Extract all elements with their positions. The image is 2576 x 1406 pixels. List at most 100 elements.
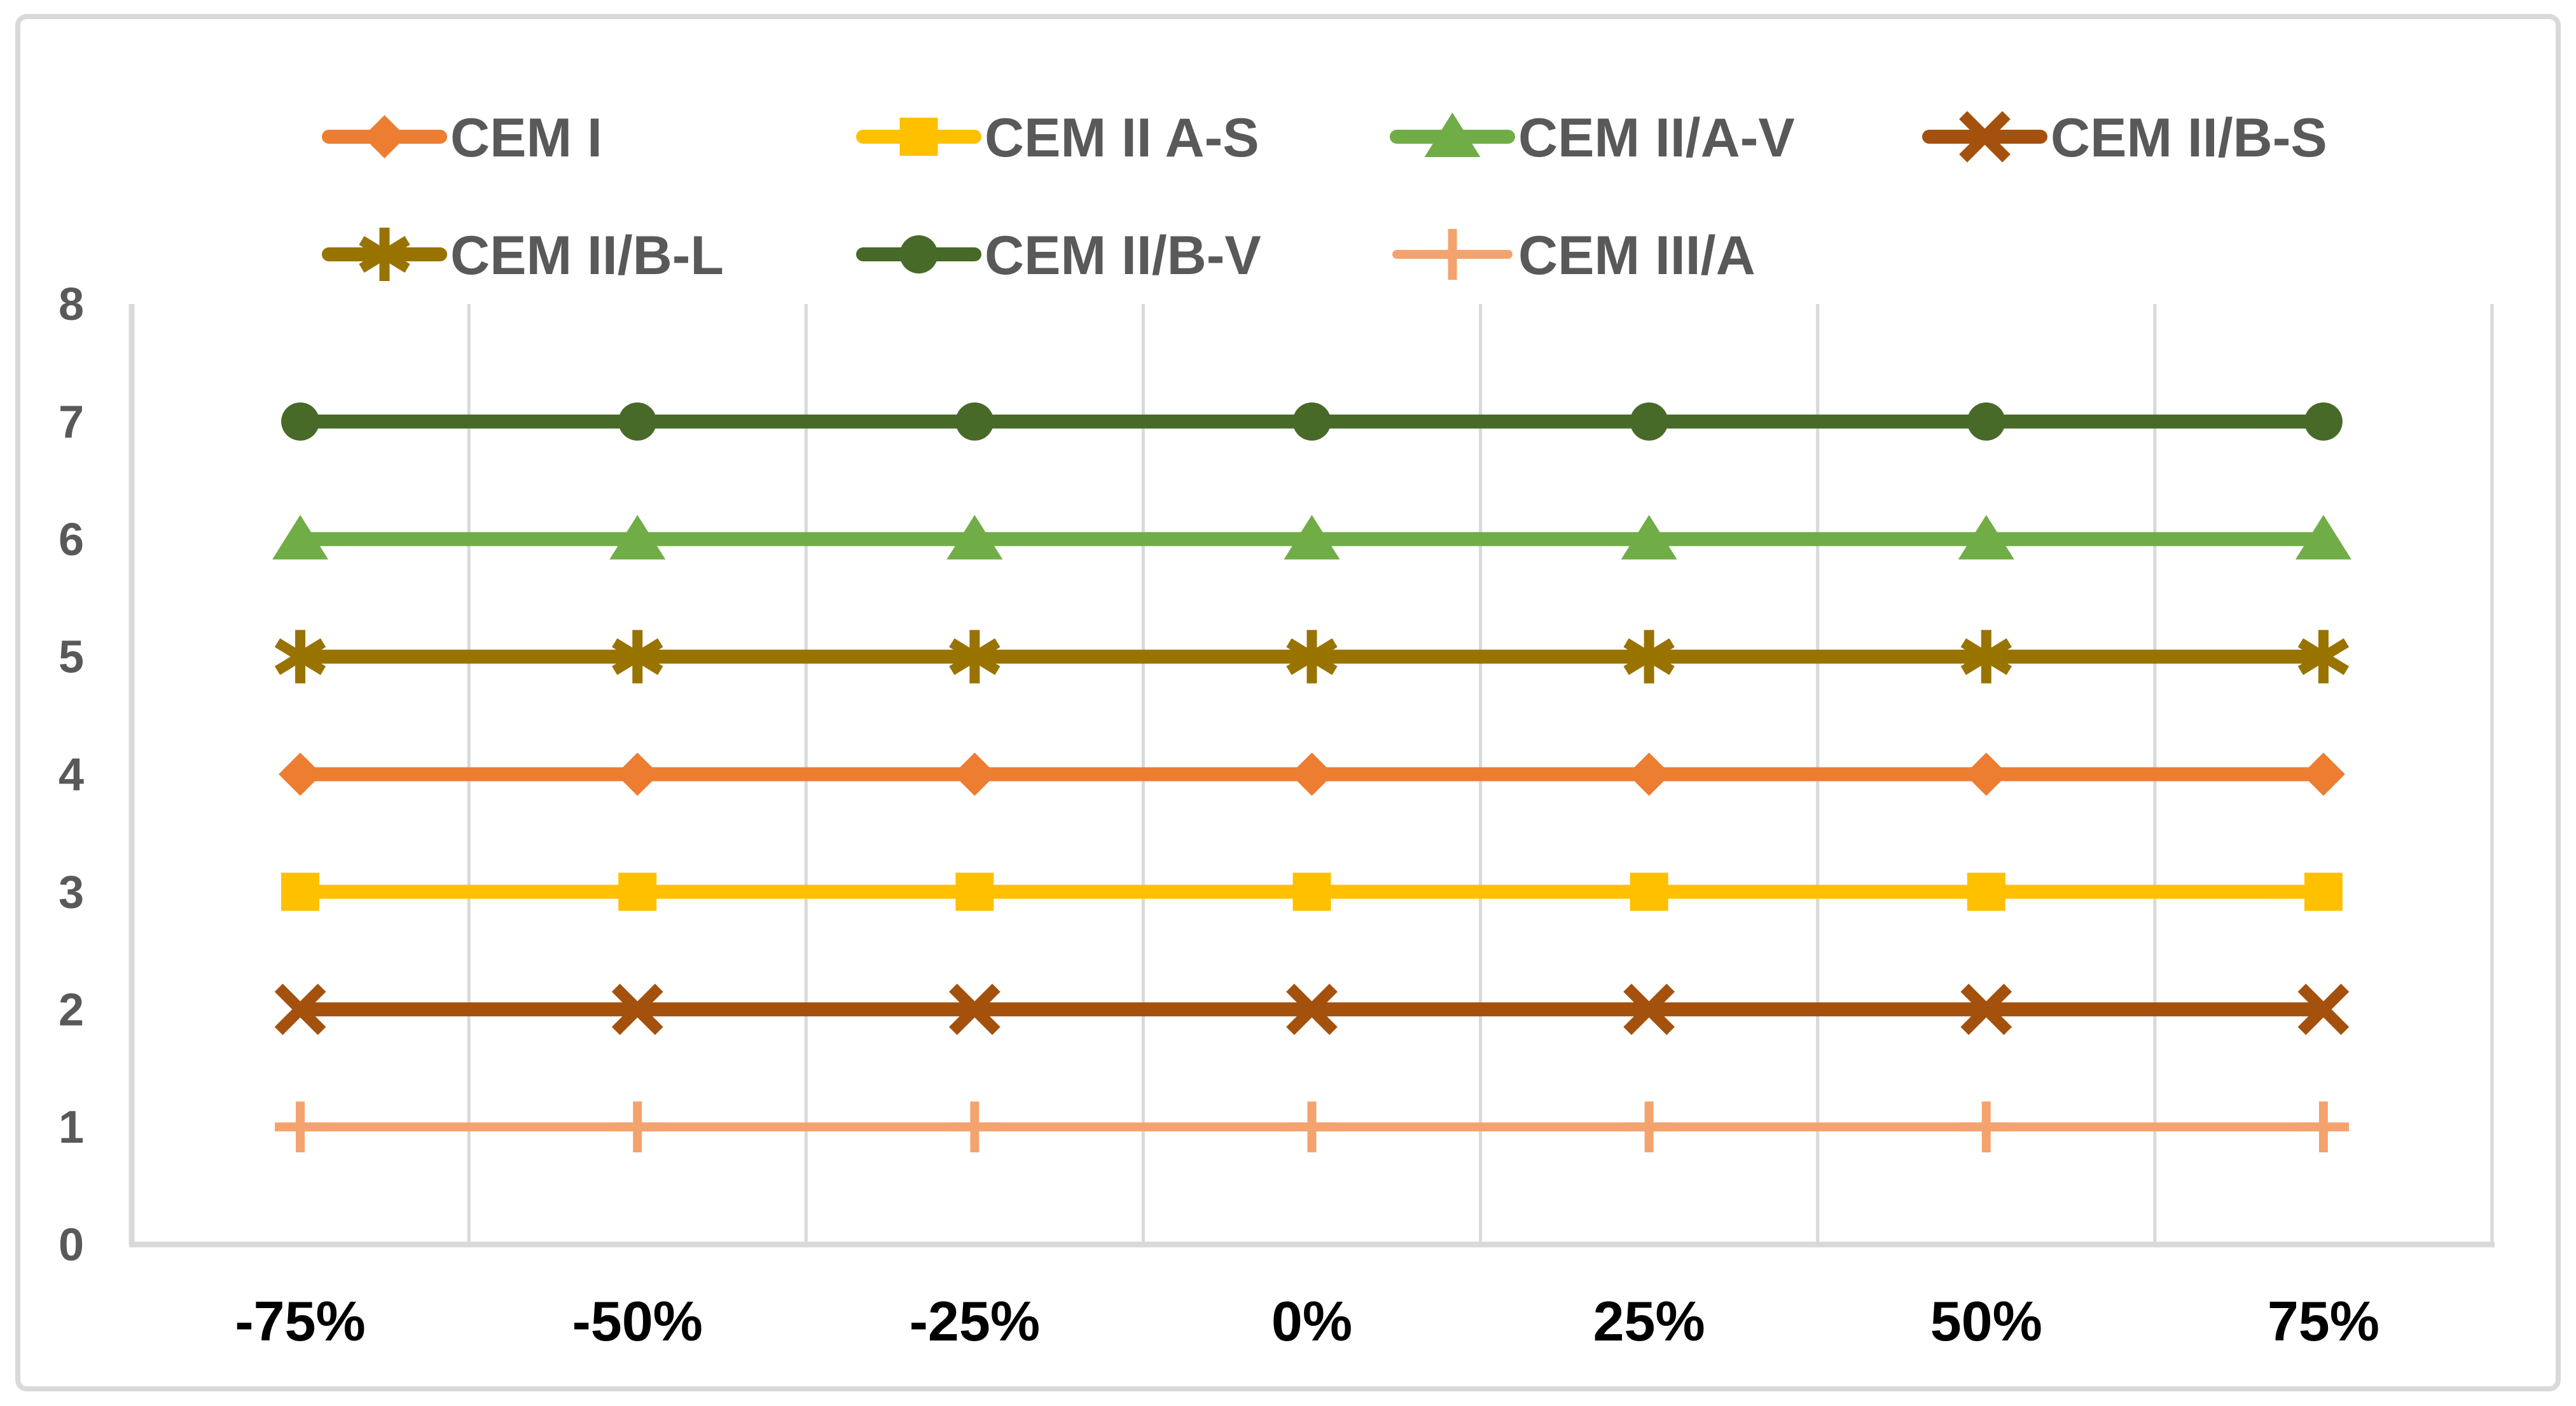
plus-marker-icon	[1427, 229, 1478, 280]
plus-marker-icon	[1960, 1101, 2012, 1153]
triangle-marker-icon	[1621, 514, 1677, 560]
y-tick-label: 4	[59, 750, 84, 801]
diamond-marker-icon	[363, 115, 406, 158]
plus-marker-icon	[1623, 1101, 1675, 1153]
legend-item: CEM II A-S	[856, 107, 1259, 169]
circle-marker-icon	[1630, 402, 1668, 441]
legend-item: CEM II/B-S	[1922, 107, 2327, 169]
legend-swatch	[1392, 229, 1513, 280]
x-marker-icon	[1959, 111, 2011, 163]
legend-item: CEM II/A-V	[1390, 107, 1795, 169]
diamond-marker-icon	[953, 752, 997, 796]
asterisk-marker-icon	[274, 630, 326, 684]
y-tick-label: 8	[59, 279, 84, 330]
asterisk-marker-icon	[2297, 630, 2350, 684]
circle-marker-icon	[1967, 402, 2005, 441]
y-tick-label: 2	[59, 984, 84, 1035]
x-marker-icon	[1960, 983, 2012, 1035]
series	[274, 630, 2350, 684]
triangle-marker-icon	[272, 514, 329, 560]
series	[281, 872, 2343, 911]
square-marker-icon	[281, 872, 320, 911]
diamond-marker-icon	[1964, 752, 2008, 796]
square-marker-icon	[955, 872, 994, 911]
circle-marker-icon	[1292, 402, 1331, 441]
circle-marker-icon	[618, 402, 657, 441]
legend: CEM I CEM II A-S CEM II/A-V CEM II/B-S CEM I…	[322, 107, 2327, 286]
legend-item: CEM II/B-V	[856, 225, 1261, 286]
y-tick-label: 0	[59, 1220, 84, 1271]
circle-marker-icon	[281, 402, 320, 441]
plus-marker-icon	[949, 1101, 1001, 1153]
x-tick-label: -25%	[910, 1290, 1040, 1353]
asterisk-marker-icon	[359, 228, 410, 281]
x-marker-icon	[611, 983, 663, 1035]
square-marker-icon	[618, 872, 657, 911]
series	[274, 983, 2350, 1035]
legend-swatch	[1922, 111, 2047, 163]
legend-item: CEM II/B-L	[322, 225, 724, 286]
legend-swatch	[856, 235, 981, 273]
y-axis-labels: 0 1 2 3 4 5 6 7 8	[59, 279, 84, 1271]
legend-swatch	[1390, 113, 1515, 157]
triangle-marker-icon	[1424, 113, 1481, 157]
y-tick-label: 7	[59, 397, 84, 448]
asterisk-marker-icon	[612, 630, 663, 684]
legend-item: CEM I	[322, 107, 602, 169]
legend-label: CEM II/B-S	[2051, 107, 2327, 169]
y-tick-label: 1	[59, 1102, 84, 1153]
triangle-marker-icon	[609, 514, 666, 560]
y-tick-label: 5	[59, 632, 84, 683]
triangle-marker-icon	[946, 514, 1003, 560]
legend-label: CEM II/B-V	[985, 225, 1261, 286]
diamond-marker-icon	[1627, 752, 1671, 796]
series	[272, 514, 2351, 560]
diamond-marker-icon	[616, 752, 660, 796]
triangle-marker-icon	[1958, 514, 2014, 560]
square-marker-icon	[1967, 872, 2005, 911]
square-marker-icon	[899, 118, 938, 156]
series	[279, 752, 2345, 796]
plus-marker-icon	[1286, 1101, 1338, 1153]
square-marker-icon	[1630, 872, 1668, 911]
legend-swatch	[856, 118, 981, 156]
legend-label: CEM II A-S	[985, 107, 1259, 169]
asterisk-marker-icon	[1960, 630, 2012, 684]
asterisk-marker-icon	[1286, 630, 1338, 684]
circle-marker-icon	[2304, 402, 2343, 441]
plus-marker-icon	[275, 1101, 326, 1153]
y-tick-label: 6	[59, 514, 84, 565]
series	[281, 402, 2343, 441]
square-marker-icon	[2304, 872, 2343, 911]
x-tick-label: 0%	[1271, 1290, 1352, 1353]
legend-label: CEM III/A	[1518, 225, 1755, 286]
square-marker-icon	[1292, 872, 1331, 911]
legend-label: CEM II/B-L	[450, 225, 724, 286]
x-marker-icon	[274, 983, 326, 1035]
x-tick-label: -50%	[572, 1290, 702, 1353]
asterisk-marker-icon	[1623, 630, 1675, 684]
chart-border	[15, 14, 2561, 1391]
x-marker-icon	[2297, 983, 2350, 1035]
triangle-marker-icon	[2295, 514, 2351, 560]
legend-label: CEM II/A-V	[1518, 107, 1795, 169]
x-axis-labels: -75% -50% -25% 0% 25% 50% 75%	[235, 1290, 2379, 1353]
circle-marker-icon	[955, 402, 994, 441]
legend-swatch	[322, 228, 447, 281]
x-marker-icon	[948, 983, 1001, 1035]
x-tick-label: -75%	[235, 1290, 365, 1353]
asterisk-marker-icon	[949, 630, 1001, 684]
x-marker-icon	[1623, 983, 1675, 1035]
legend-label: CEM I	[450, 107, 602, 169]
legend-swatch	[322, 115, 447, 158]
legend-item: CEM III/A	[1392, 225, 1755, 286]
x-tick-label: 25%	[1593, 1290, 1705, 1353]
plus-marker-icon	[2297, 1101, 2349, 1153]
series	[275, 1101, 2349, 1153]
circle-marker-icon	[899, 235, 938, 273]
x-tick-label: 75%	[2268, 1290, 2379, 1353]
plot-area	[272, 402, 2351, 1153]
x-marker-icon	[1286, 983, 1338, 1035]
diamond-marker-icon	[2301, 752, 2345, 796]
